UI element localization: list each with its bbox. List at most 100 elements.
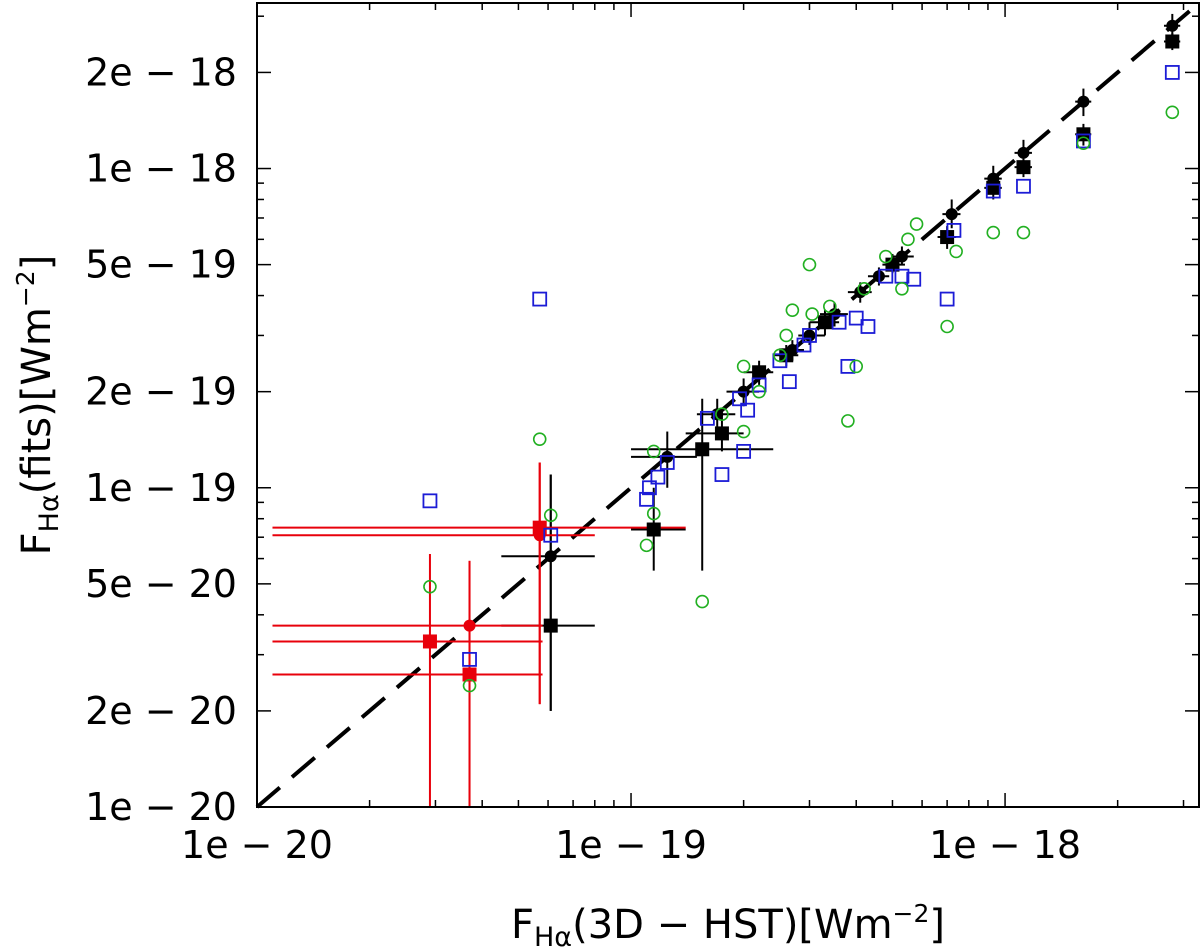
data-point-open-circle	[1016, 225, 1031, 240]
data-point-open-square	[1076, 133, 1091, 149]
data-point-open-square	[422, 493, 438, 509]
data-point-filled-circle	[544, 550, 557, 563]
data-point-open-square	[848, 310, 864, 326]
y-tick-label: 5e − 20	[85, 562, 237, 606]
x-tick-label: 1e − 19	[555, 823, 707, 867]
data-point-open-circle	[423, 579, 437, 594]
data-point-open-square	[906, 271, 922, 287]
data-point-open-circle	[695, 594, 710, 609]
data-point-open-circle	[779, 328, 794, 343]
data-point-filled-square	[422, 634, 437, 649]
data-point-open-circle	[805, 307, 819, 321]
ticks-group: 1e − 20 1e − 19 1e − 18 1e − 20 2e − 20 5e − …	[85, 3, 1199, 867]
data-point-open-circle	[785, 303, 800, 317]
data-point-open-square	[878, 268, 894, 284]
data-point-open-circle	[901, 232, 915, 247]
data-point-open-circle	[949, 244, 963, 259]
x-axis-label: FHα(3D − HST)[Wm−2]	[511, 899, 945, 948]
data-point-open-square	[1016, 178, 1031, 194]
data-point-open-circle	[909, 217, 924, 231]
data-point-filled-square	[1016, 160, 1031, 175]
data-point-filled-circle	[895, 250, 908, 263]
data-point-filled-circle	[987, 172, 1000, 185]
data-point-open-circle	[752, 384, 766, 399]
data-point-filled-square	[695, 442, 710, 457]
data-point-open-circle	[646, 444, 661, 459]
data-point-open-circle	[646, 506, 661, 521]
y-tick-label: 1e − 20	[85, 785, 237, 829]
data-point-open-square	[939, 291, 955, 307]
reference-line-group	[255, 1, 1200, 809]
data-point-filled-square	[752, 365, 767, 380]
data-point-filled-circle	[828, 308, 841, 321]
data-point-open-circle	[462, 678, 477, 693]
data-point-filled-circle	[945, 208, 958, 221]
data-point-open-square	[985, 183, 1001, 199]
data-point-filled-square	[817, 315, 832, 330]
data-point-open-square	[462, 651, 477, 667]
x-tick-label: 1e − 18	[929, 823, 1081, 867]
data-point-filled-circle	[1166, 19, 1179, 32]
data-point-filled-square	[714, 426, 729, 441]
data-point-open-square	[650, 469, 666, 485]
data-point-open-circle	[940, 319, 954, 334]
data-point-filled-circle	[533, 529, 546, 542]
data-point-open-square	[860, 319, 876, 334]
x-tick-label: 1e − 20	[181, 823, 333, 867]
one-to-one-dashed-line	[255, 1, 1200, 809]
data-point-open-circle	[802, 257, 817, 272]
data-point-filled-circle	[803, 329, 816, 342]
data-point-open-circle	[543, 508, 558, 523]
data-point-open-circle	[823, 299, 837, 314]
data-point-open-square	[532, 291, 548, 307]
data-point-filled-circle	[1077, 95, 1090, 108]
data-point-open-circle	[879, 249, 893, 264]
data-point-open-square	[802, 328, 817, 343]
data-point-open-square	[772, 353, 788, 369]
data-point-open-square	[543, 527, 559, 543]
y-tick-label: 2e − 19	[85, 370, 237, 414]
data-point-open-square	[831, 314, 847, 330]
data-point-open-square	[946, 223, 962, 238]
data-point-open-circle	[1165, 105, 1180, 120]
data-point-open-circle	[1076, 136, 1091, 151]
data-point-open-circle	[895, 282, 909, 296]
data-point-open-square	[714, 467, 730, 482]
data-point-filled-circle	[786, 344, 799, 357]
y-tick-label: 5e − 19	[85, 243, 237, 287]
data-point-open-square	[732, 391, 747, 407]
data-point-filled-circle	[463, 619, 476, 632]
data-point-open-square	[736, 443, 752, 459]
data-point-open-square	[781, 374, 797, 390]
data-point-filled-circle	[854, 286, 867, 299]
data-point-filled-square	[646, 522, 661, 537]
data-point-filled-square	[543, 618, 558, 633]
data-point-open-circle	[715, 407, 729, 421]
data-point-open-square	[751, 377, 767, 393]
data-point-open-square	[659, 455, 675, 470]
data-point-open-circle	[736, 424, 751, 439]
y-tick-label: 1e − 18	[85, 147, 237, 191]
data-point-open-circle	[773, 348, 787, 363]
y-tick-label: 1e − 19	[85, 466, 237, 510]
data-points-group	[422, 19, 1180, 693]
data-point-open-circle	[849, 359, 864, 374]
data-point-open-square	[796, 337, 812, 353]
y-axis-label: FHα(fits)[Wm−2]	[11, 255, 65, 556]
data-point-open-square	[699, 410, 715, 426]
data-point-open-circle	[857, 282, 871, 296]
data-point-filled-square	[462, 667, 477, 682]
data-point-open-circle	[532, 432, 547, 446]
y-tick-label: 2e − 20	[85, 689, 237, 733]
data-point-open-square	[1164, 65, 1180, 80]
data-point-open-circle	[841, 414, 855, 428]
data-point-open-circle	[986, 225, 1001, 240]
y-tick-label: 2e − 18	[85, 50, 237, 94]
data-point-open-square	[740, 402, 756, 418]
data-point-open-square	[639, 491, 654, 507]
data-point-open-square	[840, 358, 856, 374]
data-point-filled-circle	[1017, 146, 1030, 159]
plot-frame	[256, 2, 1200, 808]
data-point-open-square	[642, 480, 657, 496]
